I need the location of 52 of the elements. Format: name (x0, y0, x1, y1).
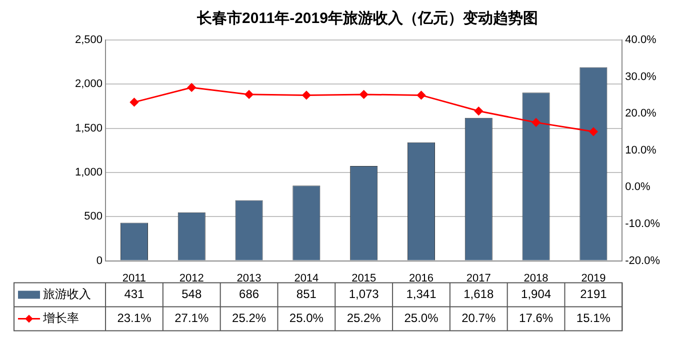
data-label: 2191 (580, 287, 608, 302)
y2-tick-label: -10.0% (625, 218, 660, 230)
x-tick-label: 2017 (466, 272, 491, 284)
data-label: 27.1% (174, 311, 209, 326)
data-label: 851 (296, 287, 317, 302)
x-tick-label: 2013 (236, 272, 262, 284)
point (130, 98, 138, 106)
data-label: 25.2% (346, 311, 382, 326)
data-label: 686 (239, 287, 260, 302)
y2-tick-label: 30.0% (625, 70, 657, 83)
x-tick-label: 2016 (408, 272, 434, 284)
data-label: 1,073 (348, 287, 380, 302)
y2-tick-label: 20.0% (625, 108, 657, 120)
data-label: 1,618 (464, 287, 494, 302)
point (187, 83, 196, 92)
data-label: 1,904 (521, 287, 552, 302)
y2-tick-label: 0.0% (625, 181, 650, 194)
point (360, 90, 368, 99)
data-label: 23.1% (117, 311, 152, 326)
point (589, 127, 598, 136)
point (416, 90, 426, 100)
data-label: 548 (182, 287, 202, 302)
y-tick-label: 0 (96, 254, 103, 267)
data-label: 431 (124, 287, 145, 302)
x-tick-label: 2011 (122, 272, 146, 284)
x-tick-label: 2018 (524, 272, 548, 284)
point (302, 90, 311, 100)
y-tick-label: 1,500 (74, 122, 103, 134)
data-label: 1,341 (406, 287, 437, 302)
data-label: 20.7% (462, 311, 496, 326)
y2-tick-label: 10.0% (625, 144, 657, 156)
y-tick-label: 2,500 (74, 34, 103, 46)
point (244, 90, 254, 99)
x-tick-label: 2012 (179, 272, 204, 284)
y2-tick-label: 40.0% (625, 34, 657, 46)
data-label: 15.1% (576, 311, 611, 326)
data-label: 25.0% (289, 311, 324, 326)
y-tick-label: 2,000 (74, 78, 103, 90)
legend-label: 增长率 (42, 311, 79, 326)
chart-title: 长春市2011年-2019年旅游收入（亿元）变动趋势图 (196, 9, 538, 28)
data-label: 25.0% (404, 311, 439, 326)
x-tick-label: 2014 (294, 272, 319, 284)
point (532, 118, 540, 127)
point (474, 106, 483, 116)
data-label: 17.6% (519, 311, 554, 326)
y-tick-label: 500 (84, 210, 103, 223)
legend-label: 旅游收入 (43, 287, 91, 302)
y2-tick-label: -20.0% (625, 254, 660, 267)
y-tick-label: 1,000 (74, 166, 103, 179)
x-tick-label: 2015 (352, 272, 376, 284)
data-label: 25.2% (232, 311, 266, 326)
x-tick-label: 2019 (581, 272, 606, 284)
